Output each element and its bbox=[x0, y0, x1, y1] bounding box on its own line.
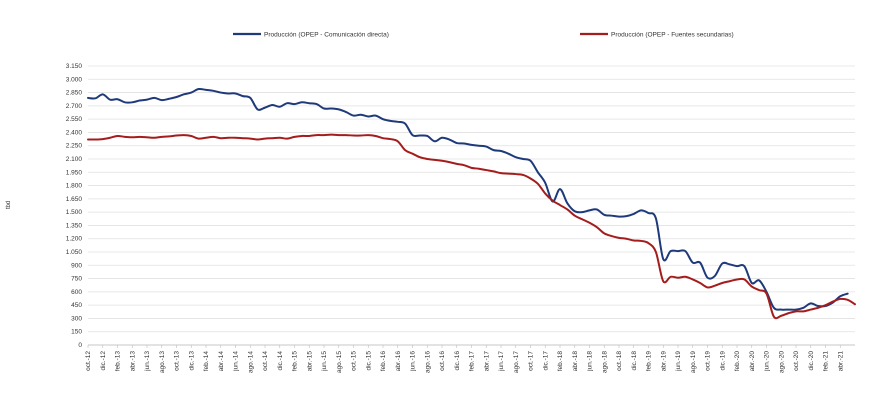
y-tick-label: 1.500 bbox=[66, 209, 83, 216]
x-tick-label: feb.-21 bbox=[823, 351, 830, 372]
x-tick-label: dic.-16 bbox=[454, 351, 461, 371]
y-tick-label: 3.000 bbox=[66, 76, 83, 83]
x-tick-label: ago.-14 bbox=[247, 351, 254, 373]
y-tick-label: 450 bbox=[71, 302, 82, 309]
x-tick-label: oct.-18 bbox=[616, 351, 623, 371]
x-tick-label: feb.-14 bbox=[203, 351, 210, 372]
y-tick-label: 1.800 bbox=[66, 183, 83, 190]
x-tick-label: abr.-17 bbox=[483, 351, 490, 372]
x-tick-label: oct.-13 bbox=[174, 351, 181, 371]
x-tick-label: ago.-19 bbox=[690, 351, 697, 373]
x-tick-label: feb.-16 bbox=[380, 351, 387, 372]
legend: Producción (OPEP - Comunicación directa)… bbox=[233, 32, 734, 39]
x-tick-label: jun.-17 bbox=[498, 351, 505, 372]
y-tick-label: 300 bbox=[71, 315, 82, 322]
x-tick-label: oct.-16 bbox=[439, 351, 446, 371]
x-tick-label: oct.-19 bbox=[705, 351, 712, 371]
x-tick-label: feb.-15 bbox=[292, 351, 299, 372]
y-tick-label: 750 bbox=[71, 276, 82, 283]
x-tick-label: ago.-16 bbox=[424, 351, 431, 373]
series-lines bbox=[87, 87, 856, 320]
x-tick-label: jun.-16 bbox=[410, 351, 417, 372]
x-tick-label: jun.-19 bbox=[675, 351, 682, 372]
x-tick-label: abr.-18 bbox=[572, 351, 579, 372]
x-tick-label: abr.-20 bbox=[749, 351, 756, 372]
x-tick-label: dic.-14 bbox=[277, 351, 284, 371]
x-tick-label: feb.-17 bbox=[469, 351, 476, 372]
y-tick-label: 3.150 bbox=[66, 63, 83, 70]
y-tick-label: 1.950 bbox=[66, 169, 83, 176]
legend-label: Producción (OPEP - Comunicación directa) bbox=[264, 32, 389, 39]
x-tick-label: abr.-21 bbox=[837, 351, 844, 372]
x-tick-label: oct.-17 bbox=[528, 351, 535, 371]
x-tick-label: ago.-20 bbox=[778, 351, 785, 373]
y-tick-label: 0 bbox=[78, 342, 82, 349]
x-tick-label: jun.-18 bbox=[587, 351, 594, 372]
y-tick-label: 600 bbox=[71, 289, 82, 296]
x-tick-label: jun.-13 bbox=[144, 351, 151, 372]
x-tick-label: feb.-20 bbox=[734, 351, 741, 372]
y-tick-label: 1.650 bbox=[66, 196, 83, 203]
x-tick-label: dic.-13 bbox=[188, 351, 195, 371]
y-tick-label: 1.350 bbox=[66, 222, 83, 229]
x-tick-label: ago.-15 bbox=[336, 351, 343, 373]
x-tick-label: ago.-17 bbox=[513, 351, 520, 373]
x-tick-label: oct.-14 bbox=[262, 351, 269, 371]
x-tick-label: dic.-15 bbox=[365, 351, 372, 371]
x-tick-label: dic.-19 bbox=[719, 351, 726, 371]
gridlines bbox=[88, 65, 855, 346]
y-tick-label: 150 bbox=[71, 329, 82, 336]
legend-label: Producción (OPEP - Fuentes secundarias) bbox=[611, 32, 734, 39]
series-line-comunicacion-directa bbox=[87, 87, 849, 311]
series-line-fuentes-secundarias bbox=[87, 133, 856, 320]
y-axis-ticks: 0 150 300 450 600 750 900 1.050 1.200 1.350 1.500 1… bbox=[66, 63, 83, 349]
x-tick-label: abr.-15 bbox=[306, 351, 313, 372]
x-tick-label: oct.-20 bbox=[793, 351, 800, 371]
x-tick-label: jun.-20 bbox=[764, 351, 771, 372]
y-tick-label: 2.100 bbox=[66, 156, 83, 163]
x-tick-label: jun.-15 bbox=[321, 351, 328, 372]
x-tick-label: abr.-13 bbox=[129, 351, 136, 372]
y-tick-label: 2.250 bbox=[66, 143, 83, 150]
x-tick-label: feb.-19 bbox=[646, 351, 653, 372]
x-tick-label: dic.-20 bbox=[808, 351, 815, 371]
x-tick-label: dic.-17 bbox=[542, 351, 549, 371]
x-tick-label: dic.-12 bbox=[100, 351, 107, 371]
x-tick-label: jun.-14 bbox=[233, 351, 240, 372]
x-axis-ticks: oct.-12 dic.-12 feb.-13 abr.-13 jun.-13 ago.-… bbox=[85, 345, 844, 373]
x-tick-label: oct.-12 bbox=[85, 351, 92, 371]
x-tick-label: oct.-15 bbox=[351, 351, 358, 371]
x-tick-label: ago.-18 bbox=[601, 351, 608, 373]
x-tick-label: feb.-13 bbox=[115, 351, 122, 372]
y-axis-label: tbd bbox=[6, 201, 12, 209]
y-tick-label: 2.700 bbox=[66, 103, 83, 110]
y-tick-label: 2.400 bbox=[66, 129, 83, 136]
x-tick-label: feb.-18 bbox=[557, 351, 564, 372]
y-tick-label: 1.200 bbox=[66, 236, 83, 243]
x-tick-label: abr.-16 bbox=[395, 351, 402, 372]
x-tick-label: abr.-19 bbox=[660, 351, 667, 372]
x-tick-label: abr.-14 bbox=[218, 351, 225, 372]
x-tick-label: dic.-18 bbox=[631, 351, 638, 371]
y-tick-label: 900 bbox=[71, 262, 82, 269]
y-tick-label: 2.550 bbox=[66, 116, 83, 123]
y-tick-label: 1.050 bbox=[66, 249, 83, 256]
y-tick-label: 2.850 bbox=[66, 90, 83, 97]
x-tick-label: ago.-13 bbox=[159, 351, 166, 373]
